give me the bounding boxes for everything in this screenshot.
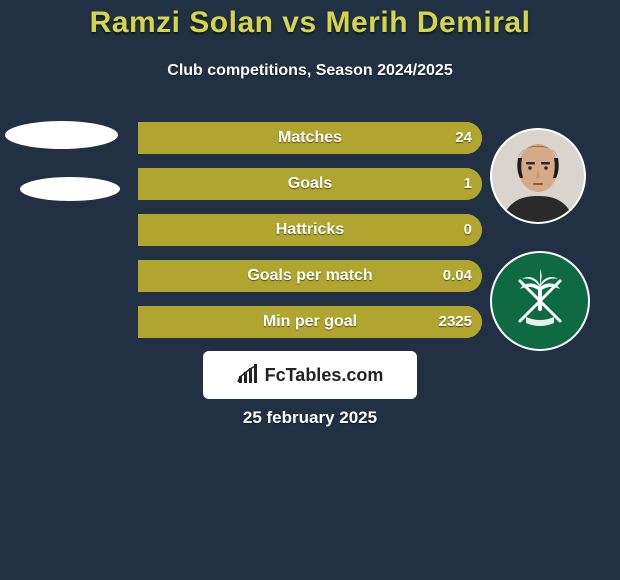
brand-badge: FcTables.com bbox=[203, 351, 417, 399]
brand-text: FcTables.com bbox=[265, 365, 384, 386]
stat-row: Goals1 bbox=[138, 168, 482, 200]
stat-value-right: 0.04 bbox=[443, 260, 472, 292]
player-right-club-badge bbox=[490, 251, 590, 351]
stat-row: Matches24 bbox=[138, 122, 482, 154]
stats-bars: Matches24 Goals1 Hattricks0 Goals per match… bbox=[138, 122, 482, 352]
player-left-avatar-placeholder bbox=[5, 121, 118, 149]
stat-value-right: 24 bbox=[455, 122, 472, 154]
page-title: Ramzi Solan vs Merih Demiral bbox=[0, 6, 620, 40]
stat-row: Min per goal2325 bbox=[138, 306, 482, 338]
bar-chart-icon bbox=[237, 364, 259, 386]
player-left-club-placeholder bbox=[20, 177, 120, 201]
date-label: 25 february 2025 bbox=[0, 408, 620, 428]
stat-row: Hattricks0 bbox=[138, 214, 482, 246]
stat-row: Goals per match0.04 bbox=[138, 260, 482, 292]
stat-label: Matches bbox=[138, 122, 482, 154]
page-subtitle: Club competitions, Season 2024/2025 bbox=[0, 62, 620, 80]
stat-value-right: 1 bbox=[464, 168, 472, 200]
stat-label: Goals bbox=[138, 168, 482, 200]
stat-label: Min per goal bbox=[138, 306, 482, 338]
stat-label: Goals per match bbox=[138, 260, 482, 292]
stat-value-right: 0 bbox=[464, 214, 472, 246]
comparison-infographic: Ramzi Solan vs Merih Demiral Club compet… bbox=[0, 0, 620, 580]
stat-label: Hattricks bbox=[138, 214, 482, 246]
stat-value-right: 2325 bbox=[439, 306, 472, 338]
player-right-avatar bbox=[490, 128, 586, 224]
